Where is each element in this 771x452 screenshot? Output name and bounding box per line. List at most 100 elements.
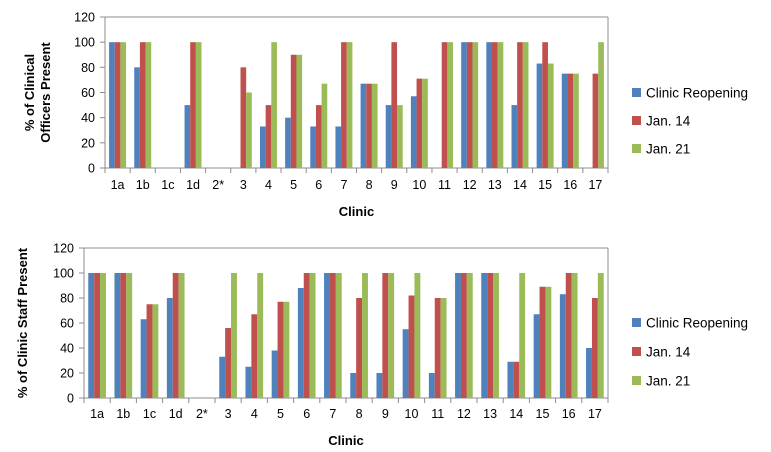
legend-label: Jan. 21 — [646, 374, 690, 389]
x-tick-label: 4 — [251, 407, 258, 421]
bar — [310, 126, 316, 168]
bar — [561, 73, 568, 169]
bar — [376, 373, 383, 398]
x-tick-label: 16 — [563, 178, 577, 192]
bar — [434, 298, 441, 398]
bar — [428, 373, 435, 398]
x-tick-label: 5 — [290, 178, 297, 192]
bar — [597, 273, 604, 398]
y-tick-label: 0 — [67, 392, 74, 406]
bar — [497, 42, 504, 168]
bar — [598, 42, 604, 168]
bar — [492, 42, 498, 168]
legend-swatch — [632, 144, 641, 153]
x-tick-label: 1a — [90, 407, 104, 421]
y-tick-label: 80 — [60, 292, 74, 306]
bar — [517, 42, 523, 168]
bar — [297, 288, 304, 398]
bar — [309, 273, 316, 398]
bar — [461, 42, 467, 168]
x-tick-label: 7 — [340, 178, 347, 192]
x-tick-label: 3 — [225, 407, 232, 421]
bar — [321, 83, 328, 168]
bar — [324, 273, 330, 398]
bar — [152, 304, 159, 398]
bar — [507, 361, 514, 398]
bar — [586, 348, 592, 398]
bar — [440, 298, 447, 398]
legend-swatch — [632, 376, 641, 385]
x-tick-label: 16 — [562, 407, 576, 421]
bar — [240, 67, 247, 168]
bar — [519, 273, 526, 398]
bar — [178, 273, 185, 398]
bar — [120, 42, 127, 168]
y-tick-label: 0 — [88, 162, 95, 176]
x-tick-label: 2* — [196, 407, 208, 421]
bar — [190, 42, 196, 168]
bar — [486, 42, 492, 168]
bar — [341, 42, 347, 168]
bar — [513, 361, 520, 398]
y-tick-label: 100 — [74, 36, 95, 50]
bar — [565, 273, 572, 398]
bar — [259, 126, 266, 168]
x-tick-label: 15 — [536, 407, 550, 421]
x-tick-label: 1b — [136, 178, 150, 192]
y-tick-label: 120 — [53, 242, 74, 256]
legend-label: Jan. 21 — [646, 142, 690, 157]
bar — [385, 105, 392, 168]
bar — [360, 83, 367, 168]
y-tick-label: 80 — [81, 61, 95, 75]
bar — [410, 96, 417, 168]
bar — [547, 63, 554, 169]
bar — [126, 273, 133, 398]
bar — [257, 273, 264, 398]
bar — [416, 78, 423, 168]
bar — [303, 273, 310, 398]
bar — [184, 105, 191, 168]
y-tick-label: 100 — [53, 267, 74, 281]
x-tick-label: 14 — [513, 178, 527, 192]
bar — [271, 350, 278, 398]
x-tick-label: 1c — [143, 407, 156, 421]
x-tick-label: 1b — [116, 407, 130, 421]
legend-label: Clinic Reopening — [646, 316, 748, 331]
y-axis-title: % of Clinic Staff Present — [15, 247, 30, 398]
bar — [114, 273, 121, 398]
bar — [447, 42, 454, 168]
bar — [219, 356, 226, 398]
bar — [573, 73, 579, 169]
y-tick-label: 60 — [60, 317, 74, 331]
bar — [522, 42, 529, 168]
bar — [120, 273, 127, 398]
bar — [362, 273, 368, 398]
bar — [567, 73, 574, 169]
bar — [545, 286, 552, 398]
bar — [146, 304, 153, 398]
bar — [441, 42, 448, 168]
bar — [455, 273, 461, 398]
bar — [285, 117, 291, 168]
bar — [271, 42, 277, 168]
bar — [329, 273, 336, 398]
y-tick-label: 40 — [81, 111, 95, 125]
bar — [245, 366, 252, 398]
bar — [290, 54, 297, 168]
x-axis-title: Clinic — [328, 433, 363, 448]
bar — [231, 273, 237, 398]
legend-label: Jan. 14 — [646, 345, 691, 360]
y-axis-title: % of ClinicalOfficers Present — [22, 42, 53, 143]
bar — [335, 126, 342, 168]
x-tick-label: 3 — [240, 178, 247, 192]
bar — [195, 42, 202, 168]
bar — [88, 273, 95, 398]
bar — [134, 67, 140, 168]
bar — [472, 42, 479, 168]
x-tick-label: 5 — [277, 407, 284, 421]
bar — [408, 295, 415, 398]
bar — [246, 92, 252, 168]
bar — [511, 105, 518, 168]
bar — [559, 294, 566, 398]
x-axis-title: Clinic — [339, 204, 374, 219]
